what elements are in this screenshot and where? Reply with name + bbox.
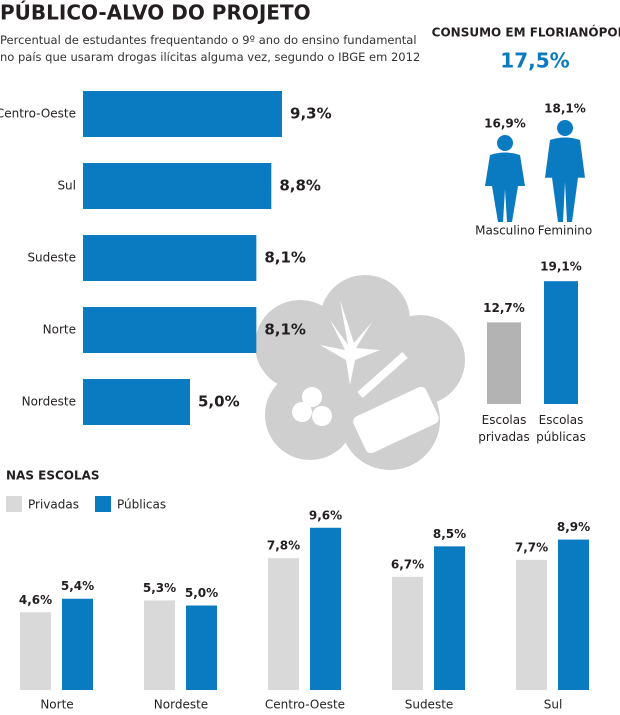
bar	[558, 539, 589, 690]
value-label: 8,8%	[279, 177, 321, 195]
value-label: 8,9%	[557, 520, 590, 534]
bar	[144, 600, 175, 690]
value-label: 5,3%	[143, 581, 176, 595]
value-label: 19,1%	[540, 260, 582, 274]
bar	[186, 605, 217, 690]
value-label: 6,7%	[391, 557, 424, 571]
value-label: 5,4%	[61, 579, 94, 593]
drug-illustration	[255, 275, 465, 470]
value-label: 5,0%	[198, 393, 240, 411]
category-label: Centro-Oeste	[0, 107, 76, 121]
icon-body	[485, 152, 525, 222]
category-label: Nordeste	[154, 698, 208, 712]
bar	[83, 307, 257, 353]
bar	[392, 576, 423, 690]
chart-title: NAS ESCOLAS	[6, 469, 100, 483]
bar	[20, 612, 51, 690]
value-label: 7,8%	[267, 539, 300, 553]
category-label: Escolas públicas	[536, 413, 586, 444]
category-label: Masculino	[475, 224, 535, 238]
value-label: 12,7%	[483, 301, 525, 315]
category-label: Sul	[544, 698, 563, 712]
legend-swatch	[6, 496, 22, 512]
legend-swatch	[95, 496, 111, 512]
icon-body	[545, 137, 585, 222]
bar	[83, 379, 190, 425]
category-label: Norte	[43, 323, 76, 337]
bar	[62, 598, 93, 690]
chart-title: PÚBLICO-ALVO DO PROJETO	[0, 1, 311, 25]
value-label: 9,6%	[309, 508, 342, 522]
chart-subtitle: Percentual de estudantes frequentando o …	[0, 33, 420, 64]
legend-label: Públicas	[117, 498, 166, 512]
value-label: 16,9%	[484, 117, 526, 131]
bar	[83, 235, 257, 281]
bar	[544, 281, 578, 404]
value-label: 8,1%	[264, 249, 306, 267]
value-label: 7,7%	[515, 540, 548, 554]
bar	[434, 546, 465, 690]
bar	[83, 163, 272, 209]
total-value: 17,5%	[500, 49, 569, 73]
value-label: 18,1%	[544, 102, 586, 116]
person-icon	[485, 135, 525, 222]
person-icon	[545, 120, 585, 222]
value-label: 8,5%	[433, 527, 466, 541]
category-label: Norte	[40, 698, 73, 712]
category-label: Sul	[57, 179, 76, 193]
value-label: 4,6%	[19, 593, 52, 607]
icon-head	[557, 120, 573, 136]
category-label: Feminino	[538, 224, 593, 238]
category-label: Nordeste	[22, 395, 76, 409]
icon-head	[497, 135, 513, 151]
value-label: 9,3%	[290, 105, 332, 123]
bar	[268, 558, 299, 690]
bar	[487, 322, 521, 404]
chart-title: CONSUMO EM FLORIANÓPOLIS	[432, 25, 620, 40]
category-label: Centro-Oeste	[265, 698, 345, 712]
bar	[310, 527, 341, 690]
bar	[83, 91, 283, 137]
category-label: Escolas privadas	[478, 413, 530, 444]
category-label: Sudeste	[405, 698, 454, 712]
value-label: 5,0%	[185, 586, 218, 600]
bar	[516, 559, 547, 690]
value-label: 8,1%	[264, 321, 306, 339]
category-label: Sudeste	[27, 251, 76, 265]
legend-label: Privadas	[28, 498, 79, 512]
